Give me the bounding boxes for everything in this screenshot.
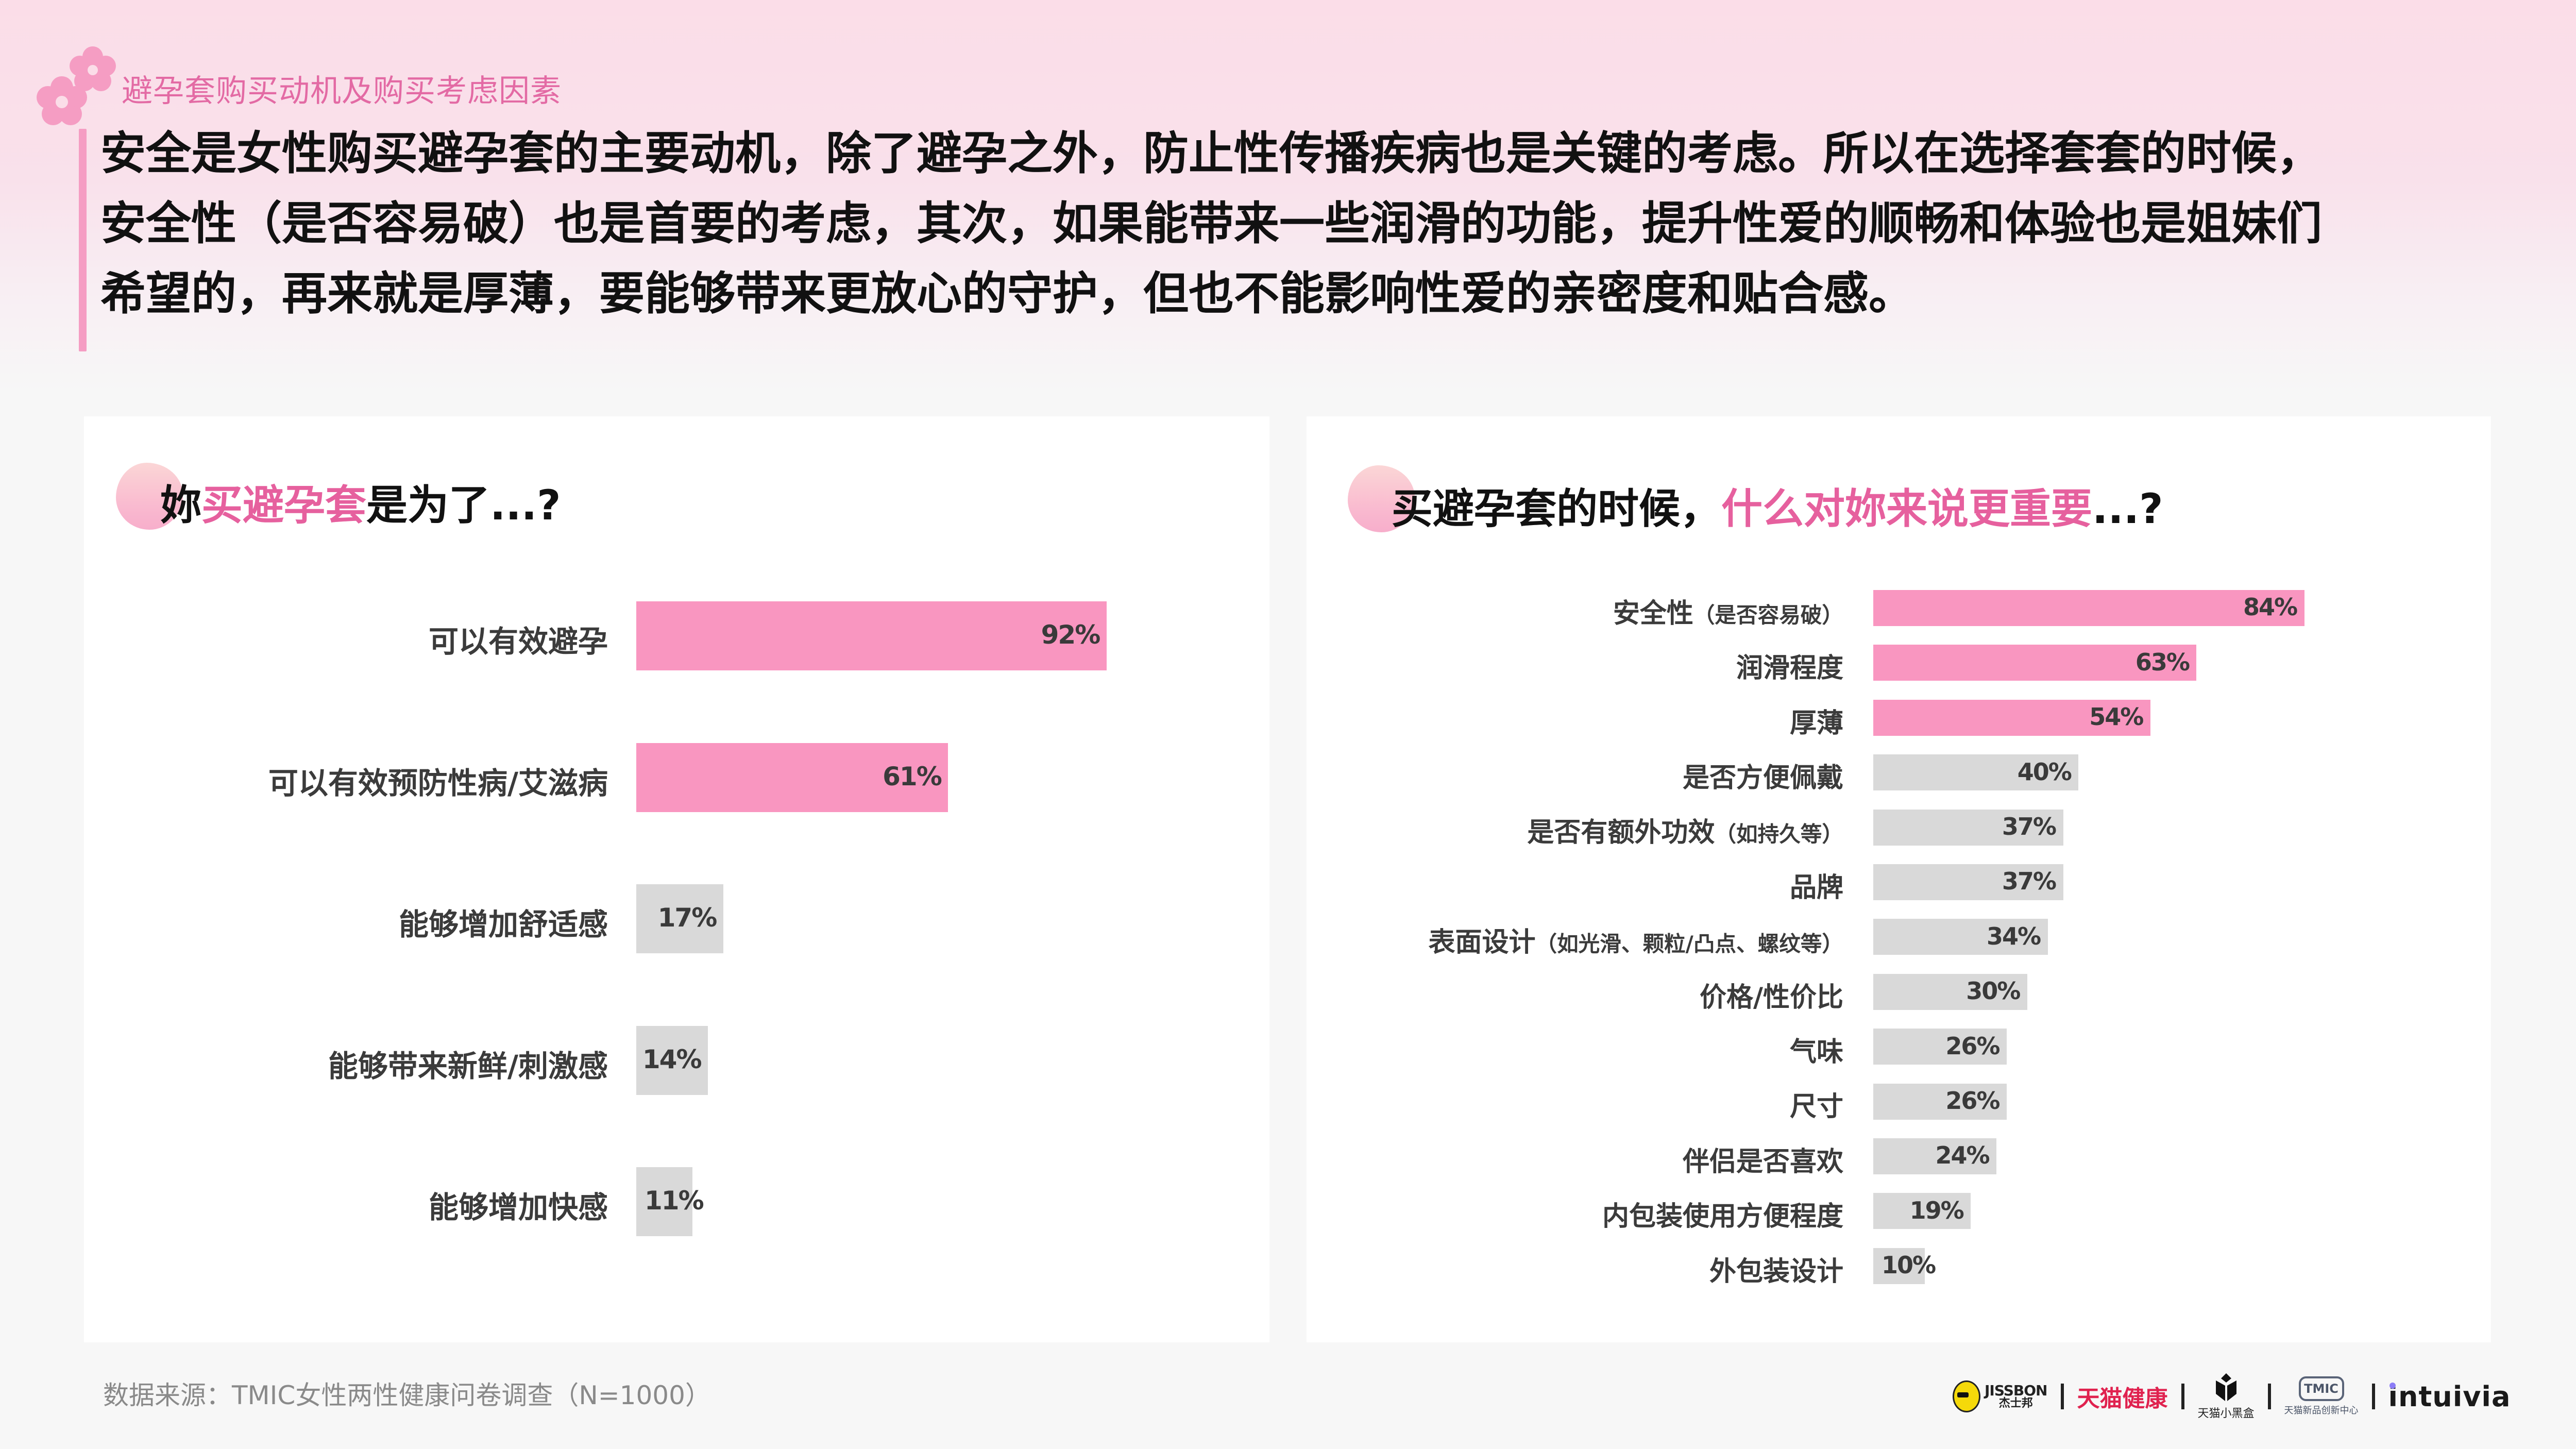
- importance-chart-title: 买避孕套的时候，什么对妳来说更重要...?: [1392, 476, 2163, 535]
- title-post: ...?: [2092, 485, 2163, 533]
- logo-separator: [2267, 1384, 2271, 1409]
- title-pre: 买避孕套的时候，: [1392, 485, 1721, 533]
- bar-value: 24%: [1935, 1141, 1990, 1170]
- bar: [1873, 645, 2197, 681]
- headline-line-1: 安全是女性购买避孕套的主要动机，除了避孕之外，防止性传播疾病也是关键的考虑。所以…: [100, 127, 2323, 180]
- bar: [1873, 809, 2063, 846]
- title-post: 是为了...?: [366, 481, 561, 529]
- bar: [1873, 1193, 1971, 1229]
- tmall-blackbox-text: 天猫小黑盒: [2197, 1407, 2255, 1420]
- title-highlight: 买避孕套: [201, 481, 366, 529]
- motivation-chart-card: 妳买避孕套是为了...? 可以有效避孕 92% 可以有效预防性病/艾滋病 61% 能够增…: [84, 416, 1269, 1342]
- bar-label: 伴侣是否喜欢: [1682, 1146, 1843, 1177]
- tmall-blackbox-logo: 天猫小黑盒: [2198, 1372, 2255, 1421]
- bar-value: 92%: [1041, 620, 1101, 650]
- logo-separator: [2371, 1384, 2375, 1409]
- bar-label: 外包装设计: [1709, 1256, 1843, 1287]
- bar-value: 34%: [1987, 922, 2041, 950]
- bar-label: 安全性（是否容易破）: [1613, 598, 1843, 629]
- black-box-icon: [2215, 1373, 2236, 1401]
- bar-value: 19%: [1909, 1196, 1964, 1224]
- pink-stem-divider: [79, 129, 87, 351]
- headline-line-2: 安全性（是否容易破）也是首要的考虑，其次，如果能带来一些润滑的功能，提升性爱的顺…: [100, 197, 2323, 250]
- bar-value: 26%: [1945, 1032, 2000, 1060]
- bar: [1873, 1083, 2007, 1120]
- title-pre: 妳: [160, 481, 201, 529]
- bar-value: 14%: [642, 1044, 702, 1074]
- section-label: 避孕套购买动机及购买考虑因素: [122, 73, 562, 109]
- bar-label: 能够增加快感: [428, 1190, 608, 1225]
- headline-line-3: 希望的，再来就是厚薄，要能够带来更放心的守护，但也不能影响性爱的亲密度和贴合感。: [100, 267, 1914, 320]
- motivation-chart-title: 妳买避孕套是为了...?: [160, 472, 561, 532]
- bar: [636, 601, 1107, 670]
- intuivia-logo: intuivia: [2388, 1380, 2511, 1413]
- bar-value: 40%: [2017, 757, 2072, 786]
- bar: [1873, 973, 2027, 1010]
- bar-label: 润滑程度: [1736, 653, 1843, 684]
- bar-label: 是否方便佩戴: [1682, 762, 1843, 794]
- bar-label: 品牌: [1789, 872, 1843, 903]
- bar-value: 30%: [1966, 977, 2021, 1005]
- tmall-health-logo: 天猫健康: [2077, 1386, 2168, 1412]
- bar: [1873, 1138, 1997, 1174]
- bar-label: 能够带来新鲜/刺激感: [328, 1048, 608, 1084]
- title-highlight: 什么对妳来说更重要: [1721, 485, 2092, 533]
- importance-chart-card: 买避孕套的时候，什么对妳来说更重要...? 安全性（是否容易破） 84% 润滑程度 6…: [1307, 416, 2491, 1342]
- bar-label: 内包装使用方便程度: [1602, 1201, 1843, 1233]
- tmic-text: 天猫新品创新中心: [2284, 1405, 2359, 1416]
- title-blob-icon: [116, 463, 183, 530]
- bar: [1873, 1029, 2007, 1065]
- bar-value: 10%: [1882, 1251, 1936, 1279]
- bar-label: 表面设计（如光滑、颗粒/凸点、螺纹等）: [1428, 927, 1843, 958]
- logo-separator: [2060, 1384, 2064, 1409]
- title-blob-icon: [1348, 465, 1415, 532]
- bar-value: 11%: [645, 1186, 704, 1216]
- bar: [1873, 864, 2063, 900]
- bar-label: 能够增加舒适感: [398, 907, 608, 942]
- bar: [1873, 590, 2304, 626]
- bar-label: 可以有效预防性病/艾滋病: [268, 765, 608, 801]
- bar-label: 气味: [1789, 1036, 1843, 1068]
- bar: [636, 884, 723, 953]
- jissbon-en: JISSBON: [1985, 1382, 2047, 1399]
- bar-label: 价格/性价比: [1700, 982, 1843, 1013]
- bar-label: 可以有效避孕: [428, 624, 608, 660]
- bar: [1873, 919, 2048, 955]
- tmic-logo: TMIC 天猫新品创新中心: [2284, 1376, 2359, 1417]
- bar-label: 是否有额外功效（如持久等）: [1527, 817, 1843, 849]
- bar-value: 84%: [2243, 593, 2298, 621]
- jissbon-cn: 杰士邦: [1998, 1397, 2033, 1410]
- bar-value: 63%: [2135, 648, 2190, 676]
- bar: [1873, 1248, 1925, 1284]
- pink-flower-icon: [37, 46, 116, 125]
- bar-value: 54%: [2089, 703, 2144, 731]
- bar: [1873, 754, 2079, 791]
- data-source-note: 数据来源：TMIC女性两性健康问卷调查（N=1000）: [103, 1380, 711, 1410]
- partner-logos: JISSBON 杰士邦 天猫健康 天猫小黑盒 TMIC 天猫新品创新中心 int…: [1953, 1366, 2511, 1427]
- bar-value: 61%: [883, 761, 942, 791]
- bar-value: 37%: [2002, 813, 2057, 841]
- bar: [636, 743, 948, 812]
- jissbon-mascot-icon: [1953, 1380, 1980, 1412]
- bar-value: 17%: [657, 903, 718, 933]
- bar-value: 26%: [1945, 1087, 2000, 1115]
- bar: [1873, 699, 2150, 736]
- bar-label: 尺寸: [1789, 1091, 1843, 1123]
- tmic-cat-icon: TMIC: [2298, 1376, 2344, 1401]
- headline: 安全是女性购买避孕套的主要动机，除了避孕之外，防止性传播疾病也是关键的考虑。所以…: [100, 119, 2522, 329]
- bar: [636, 1167, 693, 1236]
- bar: [636, 1025, 708, 1095]
- bar-label: 厚薄: [1789, 707, 1843, 739]
- logo-separator: [2181, 1384, 2184, 1409]
- bar-value: 37%: [2002, 867, 2057, 896]
- jissbon-logo: JISSBON 杰士邦: [1953, 1380, 2047, 1412]
